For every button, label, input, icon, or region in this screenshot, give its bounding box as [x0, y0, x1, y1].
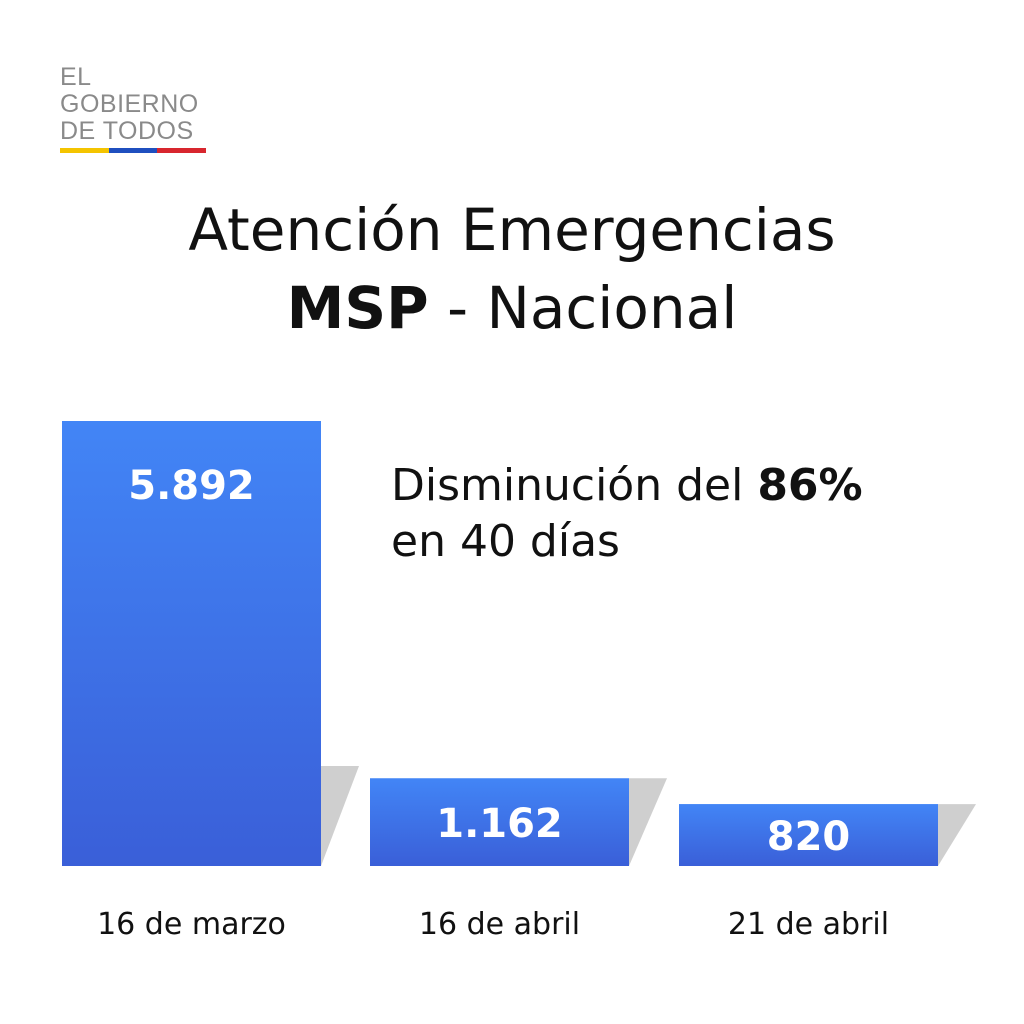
flag-red	[157, 148, 207, 153]
logo-line-1: EL	[60, 63, 92, 91]
government-logo: EL GOBIERNO DE TODOS	[60, 63, 210, 153]
logo-line-3: DE TODOS	[60, 117, 194, 145]
flag-blue	[108, 148, 158, 153]
bar-value-label: 5.892	[128, 463, 255, 509]
bar-shadow	[938, 804, 976, 866]
bar-value-label: 1.162	[436, 801, 563, 847]
flag-stripe	[60, 148, 207, 153]
chart-title-bold: MSP	[286, 274, 429, 342]
annotation-period: en 40 días	[391, 516, 620, 567]
category-label: 16 de marzo	[97, 907, 286, 942]
bar-shadow	[629, 778, 667, 866]
decrease-annotation: Disminución del 86% en 40 días	[391, 458, 951, 570]
flag-yellow	[60, 148, 109, 153]
chart-title-rest: - Nacional	[428, 274, 738, 342]
chart-title-line-2: MSP - Nacional	[0, 276, 1024, 340]
bar	[62, 421, 321, 866]
category-label: 16 de abril	[419, 907, 580, 942]
bar	[370, 778, 629, 866]
annotation-prefix: Disminución del	[391, 460, 758, 511]
annotation-percentage: 86%	[757, 460, 863, 511]
bar-value-label: 820	[767, 814, 851, 860]
bar	[679, 804, 938, 866]
chart-title-line-1: Atención Emergencias	[188, 196, 836, 264]
bar-shadow	[321, 766, 359, 866]
category-label: 21 de abril	[728, 907, 889, 942]
logo-line-2: GOBIERNO	[60, 90, 199, 118]
